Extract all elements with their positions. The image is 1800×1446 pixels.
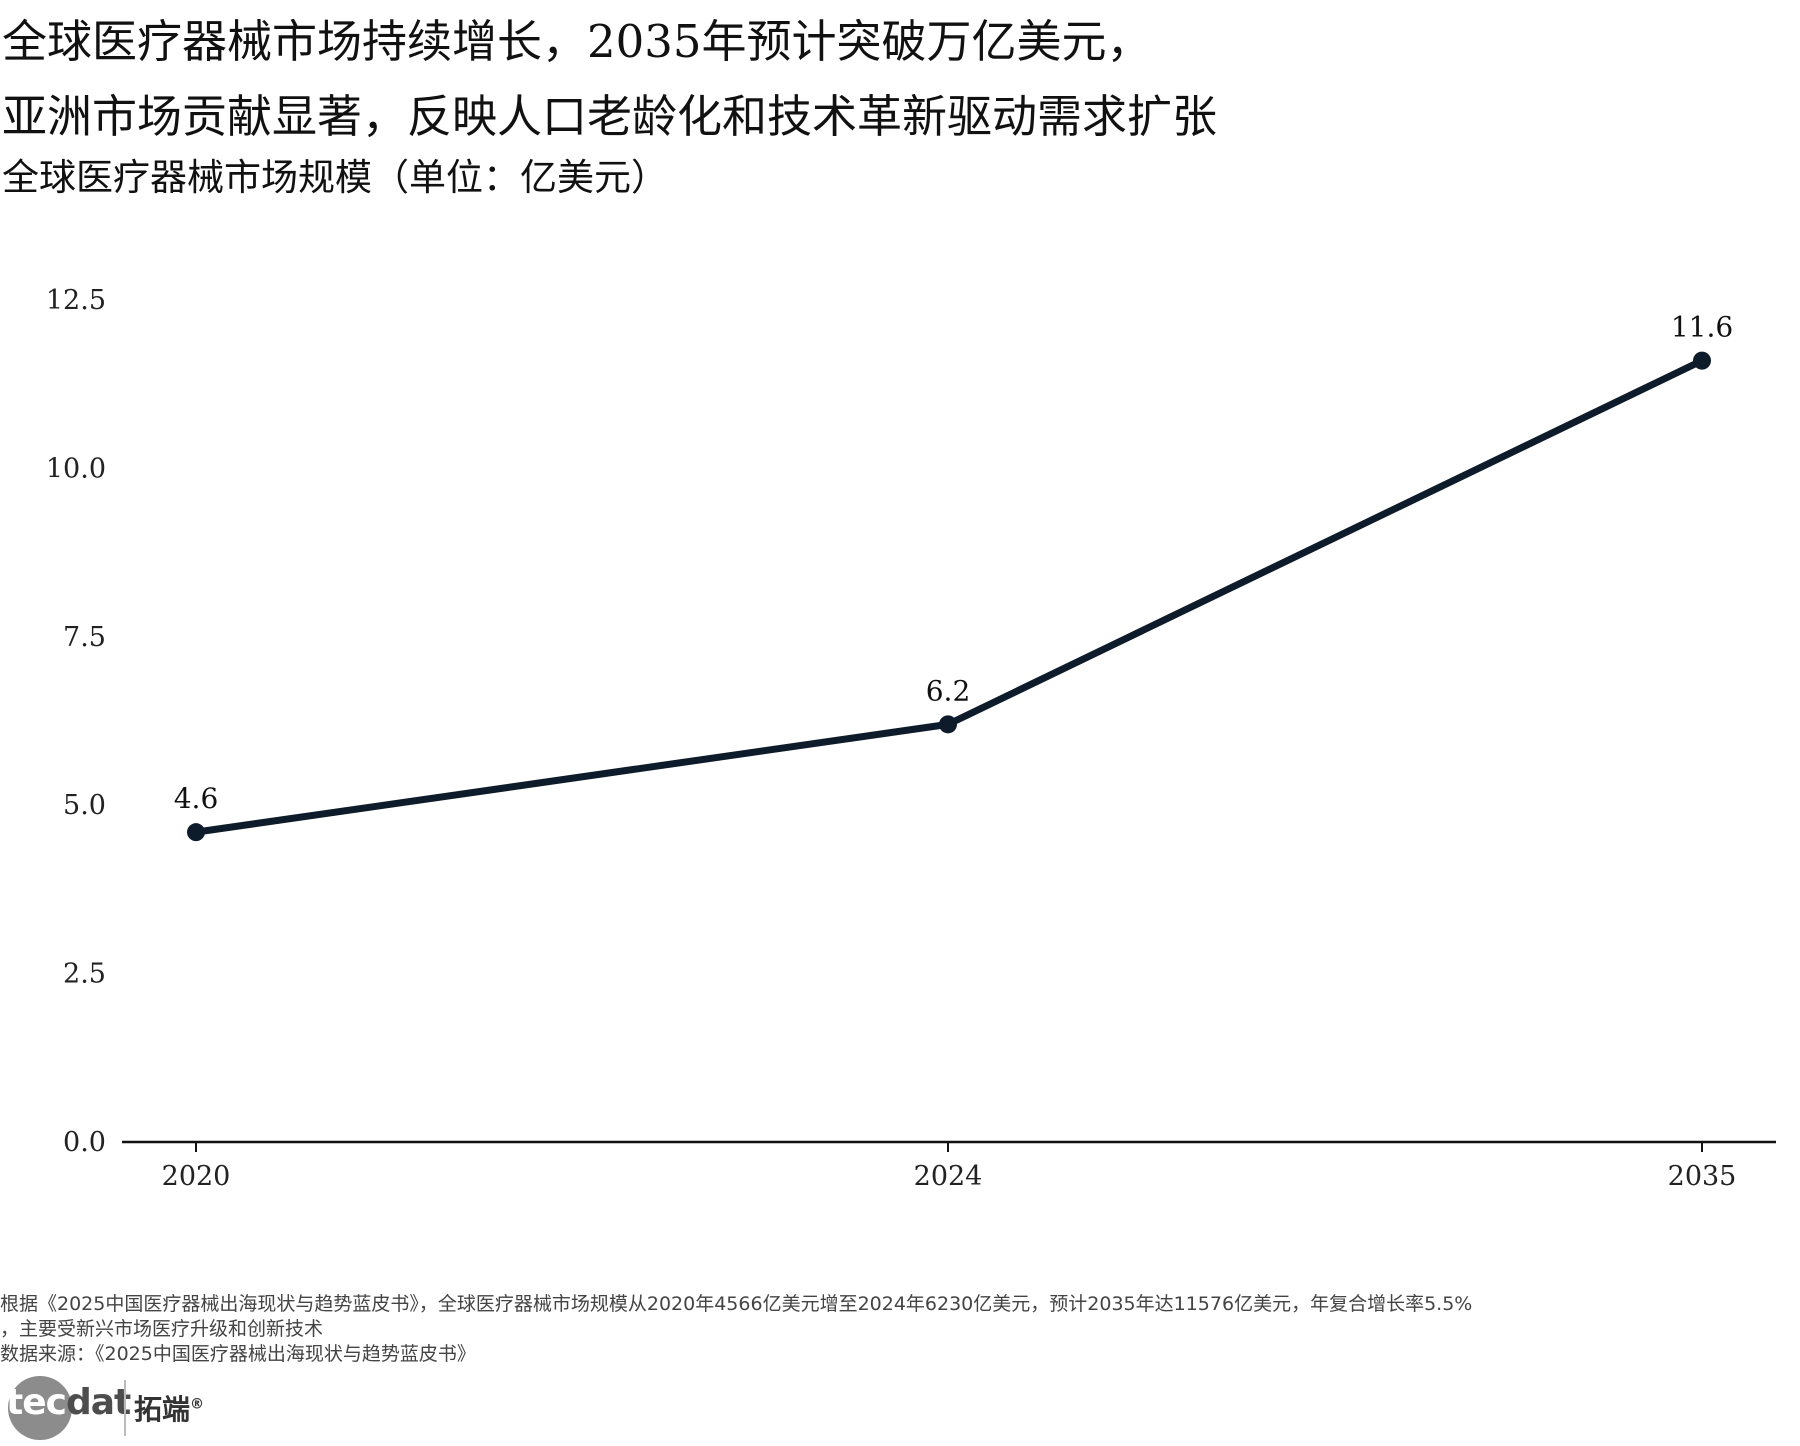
logo-divider [124,1380,126,1436]
logo-chinese-name: 拓端® [134,1393,205,1426]
y-tick-label: 12.5 [46,285,106,316]
data-label: 4.6 [174,782,219,815]
data-label: 11.6 [1671,311,1733,344]
footnote-line-1: 根据《2025中国医疗器械出海现状与趋势蓝皮书》，全球医疗器械市场规模从2020… [0,1293,1473,1315]
chart-subtitle: 全球医疗器械市场规模（单位：亿美元） [2,156,668,199]
y-tick-label: 5.0 [63,790,106,821]
footnote-line-2: ，主要受新兴市场医疗升级和创新技术 [0,1318,324,1340]
y-tick-label: 10.0 [46,453,106,484]
logo-circle-icon [8,1376,72,1440]
y-tick-label: 7.5 [63,622,106,653]
chart-title: 全球医疗器械市场持续增长，2035年预计突破万亿美元， 亚洲市场贡献显著，反映人… [2,4,1217,154]
series-line [192,357,1706,836]
logo-wordmark: tecdat [6,1382,131,1423]
footnote: 根据《2025中国医疗器械出海现状与趋势蓝皮书》，全球医疗器械市场规模从2020… [0,1292,1790,1367]
title-line-1: 全球医疗器械市场持续增长，2035年预计突破万亿美元， [2,15,1152,68]
data-point [939,715,957,734]
y-tick-label: 0.0 [63,1127,106,1158]
data-point [187,823,205,842]
x-tick-label: 2024 [914,1161,983,1192]
line-chart: 0.0 2.5 5.0 7.5 10.0 12.5 2020 2024 2035 4.6 6.2 11… [46,285,1776,1192]
title-line-2: 亚洲市场贡献显著，反映人口老龄化和技术革新驱动需求扩张 [2,90,1218,143]
data-label: 6.2 [926,674,971,707]
x-tick-label: 2035 [1668,1161,1737,1192]
data-point [1693,351,1711,370]
footnote-source: 数据来源：《2025中国医疗器械出海现状与趋势蓝皮书》 [0,1343,476,1365]
x-tick-label: 2020 [162,1161,231,1192]
y-tick-label: 2.5 [63,959,106,990]
